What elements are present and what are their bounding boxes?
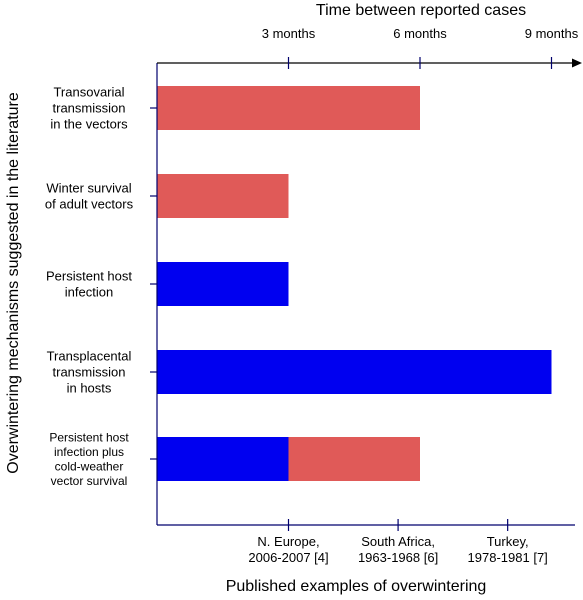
category-label-3-line-1: transmission [53,365,126,380]
category-label-4-line-1: infection plus [54,445,124,459]
plot-area: 3 months 6 months 9 months N. Europe,2006-2… [45,26,582,565]
category-label-1-line-1: of adult vectors [45,197,134,212]
top-tick-label-1: 6 months [393,26,447,41]
bar-0-segment-0 [157,86,420,130]
category-label-0-line-1: transmission [53,101,126,116]
bottom-tick-label-1-line-0: South Africa, [361,534,435,549]
category-label-2-line-1: infection [65,285,113,300]
x-axis-label: Published examples of overwintering [226,578,487,595]
bar-4-segment-1 [288,437,420,481]
category-label-2-line-0: Persistent host [46,269,132,284]
bottom-tick-label-0-line-0: N. Europe, [257,534,319,549]
bottom-tick-label-0-line-1: 2006-2007 [4] [248,550,328,565]
bottom-tick-label-1-line-1: 1963-1968 [6] [358,550,438,565]
bar-4-segment-0 [157,437,289,481]
category-label-3-line-2: in hosts [67,381,112,396]
bar-2-segment-0 [157,262,289,306]
bar-3-segment-0 [157,350,552,394]
category-label-3-line-0: Transplacental [47,349,132,364]
category-label-4-line-0: Persistent host [49,430,129,444]
chart-title: Time between reported cases [316,2,526,19]
category-label-0-line-2: in the vectors [50,117,128,132]
top-tick-label-0: 3 months [262,26,316,41]
category-label-1-line-0: Winter survival [46,181,131,196]
x-axis-arrow [572,58,582,68]
category-label-0-line-0: Transovarial [53,85,124,100]
top-tick-label-2: 9 months [525,26,579,41]
bar-1-segment-0 [157,174,289,218]
y-axis-label: Overwintering mechanisms suggested in th… [5,92,22,474]
category-label-4-line-3: vector survival [51,474,128,488]
category-label-4-line-2: cold-weather [55,459,124,473]
bottom-tick-label-2-line-1: 1978-1981 [7] [468,550,548,565]
bottom-tick-label-2-line-0: Turkey, [487,534,529,549]
